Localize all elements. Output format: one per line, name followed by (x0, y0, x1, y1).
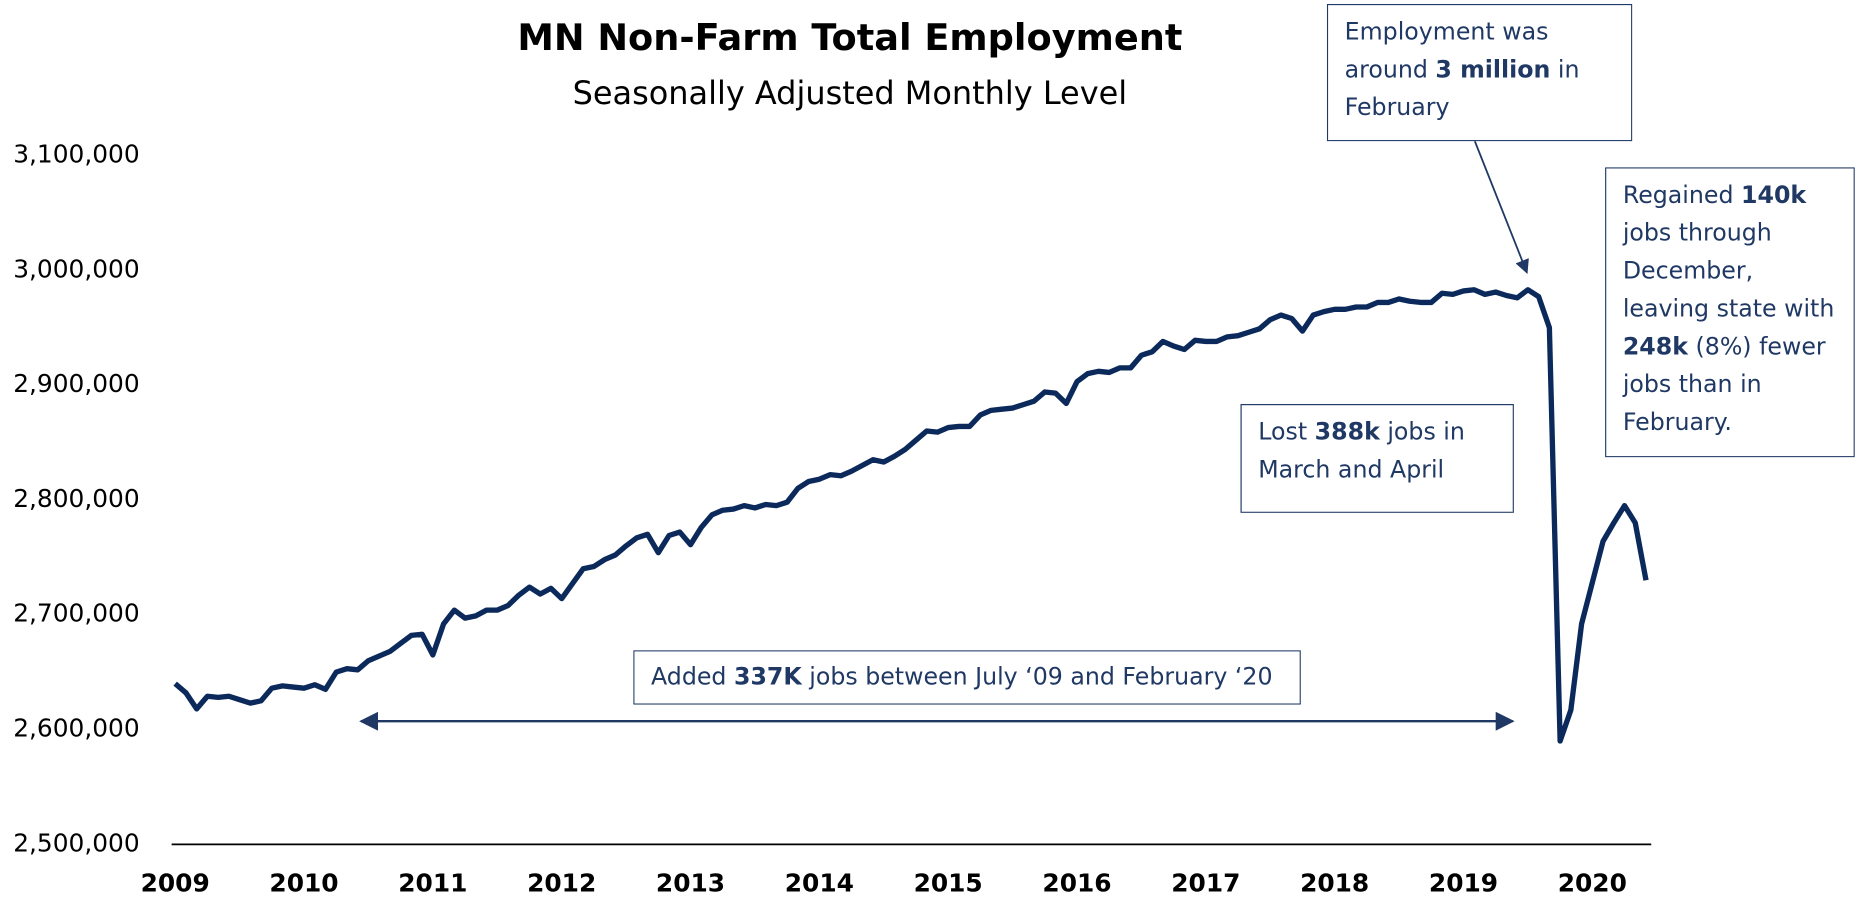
x-tick-label: 2009 (141, 869, 210, 898)
x-tick-label: 2010 (269, 869, 338, 898)
annotation-box: Regained 140k jobs through December, lea… (1605, 167, 1855, 458)
annotation-text: jobs through December, leaving state wit… (1622, 218, 1835, 323)
annotation-text: Regained (1622, 180, 1741, 209)
annotation-box: Lost 388k jobs in March and April (1240, 404, 1514, 513)
annotation-text: Lost (1258, 417, 1315, 446)
y-tick-label: 2,600,000 (13, 714, 139, 743)
line (173, 287, 1649, 744)
chart-subtitle: Seasonally Adjusted Monthly Level (573, 74, 1128, 112)
annotation-text: Added (651, 662, 734, 691)
x-tick-label: 2015 (914, 869, 983, 898)
x-tick-label: 2020 (1558, 869, 1627, 898)
x-tick-label: 2014 (785, 869, 854, 898)
y-tick-label: 2,700,000 (13, 599, 139, 628)
x-tick-label: 2017 (1171, 869, 1240, 898)
y-tick-label: 2,900,000 (13, 369, 139, 398)
chart-title: MN Non-Farm Total Employment (517, 16, 1182, 59)
x-tick-label: 2013 (656, 869, 725, 898)
x-tick-label: 2019 (1429, 869, 1498, 898)
y-tick-label: 2,800,000 (13, 484, 139, 513)
x-tick-label: 2011 (398, 869, 467, 898)
annotation-text: jobs between July ‘09 and February ‘20 (801, 662, 1273, 691)
x-tick-label: 2018 (1300, 869, 1369, 898)
annotation-text: 3 million (1435, 54, 1551, 84)
y-tick-label: 3,100,000 (13, 139, 139, 168)
annotation-text: in February (1344, 54, 1580, 122)
x-tick-label: 2012 (527, 869, 596, 898)
annotation: Added 337K jobs between July ‘09 and Feb… (633, 650, 1301, 705)
annotation-box: Added 337K jobs between July ‘09 and Feb… (633, 650, 1301, 705)
annotation: Regained 140k jobs through December, lea… (1605, 167, 1855, 458)
y-tick-label: 2,500,000 (13, 828, 139, 857)
annotation-text: Employment was around (1344, 16, 1549, 84)
annotation-text: jobs in March and April (1258, 417, 1465, 484)
y-tick-label: 3,000,000 (13, 254, 139, 283)
annotation: Lost 388k jobs in March and April (1240, 404, 1514, 513)
annotation-text: 140k (1740, 180, 1807, 209)
annotation-text: 388k (1314, 417, 1380, 446)
annotation-text: 248k (1622, 331, 1688, 361)
callout-arrow (1474, 140, 1529, 274)
annotation-text: 337K (733, 662, 802, 691)
annotation-box: Employment was around 3 million in Febru… (1326, 3, 1633, 142)
annotation: Employment was around 3 million in Febru… (1326, 3, 1633, 142)
annotation-text: (8%) fewer jobs than in February. (1622, 331, 1826, 436)
x-tick-label: 2016 (1042, 869, 1111, 898)
